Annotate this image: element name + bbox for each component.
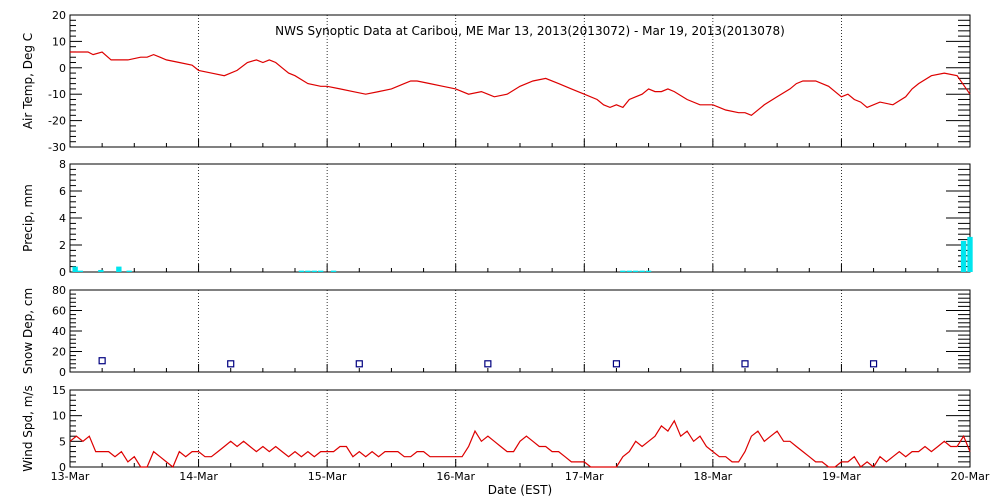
y-tick-label: 2 xyxy=(59,239,66,252)
x-tick-label: 16-Mar xyxy=(436,470,475,483)
precip-bar xyxy=(318,270,324,272)
y-tick-label: 20 xyxy=(52,9,66,22)
x-tick-label: 13-Mar xyxy=(51,470,90,483)
y-tick-label: 20 xyxy=(52,346,66,359)
x-tick-label: 19-Mar xyxy=(822,470,861,483)
y-tick-label: 0 xyxy=(59,366,66,379)
panel-frame xyxy=(69,289,971,373)
precip-bar xyxy=(645,270,652,272)
y-axis-label-temp: Air Temp, Deg C xyxy=(21,33,35,129)
y-tick-label: 10 xyxy=(52,410,66,423)
y-tick-label: -30 xyxy=(48,141,66,154)
panel-wind: 15 10 5 0 Wind Spd, m/s xyxy=(21,384,971,474)
snow-point xyxy=(227,360,235,368)
y-tick-label: 10 xyxy=(52,35,66,48)
snow-point xyxy=(98,357,106,365)
snow-point xyxy=(612,360,621,368)
y-axis-label-precip: Precip, mm xyxy=(21,184,35,252)
y-tick-label: 5 xyxy=(59,435,66,448)
x-tick-label: 17-Mar xyxy=(565,470,604,483)
x-tick-label: 18-Mar xyxy=(693,470,732,483)
x-tick-label: 20-Mar xyxy=(951,470,990,483)
panel-frame xyxy=(69,163,971,273)
precip-bar xyxy=(77,270,83,272)
precip-bar xyxy=(98,269,104,272)
precip-bar xyxy=(126,270,132,272)
precip-bar xyxy=(639,270,645,272)
precip-bar xyxy=(116,266,122,272)
y-tick-label: 80 xyxy=(52,284,66,297)
y-tick-label: 8 xyxy=(59,158,66,171)
y-tick-label: 0 xyxy=(59,62,66,75)
y-tick-label: 60 xyxy=(52,305,66,318)
precip-bar xyxy=(633,270,639,272)
x-tick-label: 15-Mar xyxy=(308,470,347,483)
y-tick-label: 0 xyxy=(59,461,66,474)
y-tick-label: 0 xyxy=(59,266,66,279)
precip-bar xyxy=(305,270,311,272)
precip-bar xyxy=(960,240,967,272)
x-tick-label: 14-Mar xyxy=(179,470,218,483)
chart-title: NWS Synoptic Data at Caribou, ME Mar 13,… xyxy=(275,24,785,38)
x-axis-label: Date (EST) xyxy=(488,483,552,497)
panel-frame xyxy=(69,389,971,468)
wind-series-line xyxy=(69,419,971,468)
y-tick-label: 4 xyxy=(59,212,66,225)
precip-bar xyxy=(311,270,317,272)
y-tick-label: 15 xyxy=(52,384,66,397)
snow-point xyxy=(869,360,878,368)
panel-snow: 80 60 40 20 0 Snow Dep, cm xyxy=(21,284,971,379)
precip-bar xyxy=(298,270,305,272)
y-tick-label: -10 xyxy=(48,88,66,101)
panel-precip: 8 6 4 2 0 Precip, mm xyxy=(21,158,973,279)
snow-point xyxy=(741,360,749,368)
y-tick-label: 40 xyxy=(52,325,66,338)
snow-point xyxy=(484,360,492,368)
temp-series-line xyxy=(70,51,971,116)
y-tick-label: -20 xyxy=(48,115,66,128)
precip-bar xyxy=(620,270,626,272)
precip-bar xyxy=(72,266,78,272)
precip-bar xyxy=(330,270,337,272)
y-axis-label-wind: Wind Spd, m/s xyxy=(21,385,35,471)
precip-bar xyxy=(626,270,632,272)
precip-bar xyxy=(967,236,973,272)
y-tick-label: 6 xyxy=(59,185,66,198)
y-axis-label-snow: Snow Dep, cm xyxy=(21,288,35,374)
panel-temp: 20 10 0 -10 -20 -30 Air Temp, Deg C xyxy=(21,9,971,154)
snow-point xyxy=(355,360,363,368)
